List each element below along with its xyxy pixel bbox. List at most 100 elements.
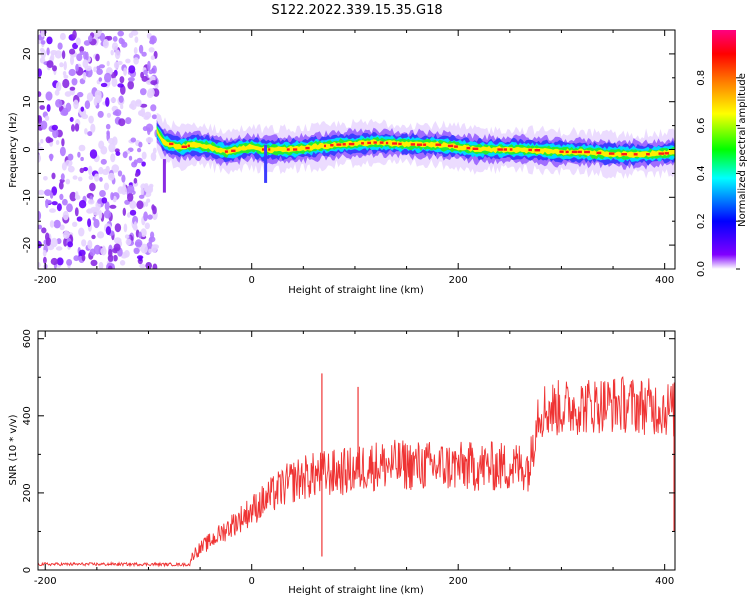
- noise-blob: [133, 177, 138, 184]
- noise-blob: [138, 256, 143, 262]
- ridge-peak: [608, 152, 615, 155]
- noise-blob: [81, 254, 86, 262]
- noise-blob: [62, 78, 70, 89]
- ridge-peak: [503, 148, 507, 151]
- noise-blob: [140, 186, 144, 197]
- noise-blob: [145, 262, 152, 269]
- noise-blob: [61, 138, 65, 147]
- noise-blob: [121, 41, 128, 48]
- noise-blob: [107, 138, 115, 145]
- y-tick-label: 10: [22, 95, 33, 108]
- noise-blob: [127, 192, 134, 202]
- noise-blob: [114, 49, 121, 60]
- noise-blob: [144, 111, 152, 119]
- noise-blob: [71, 124, 75, 132]
- noise-blob: [128, 155, 133, 161]
- noise-blob: [49, 153, 53, 162]
- noise-blob: [150, 152, 157, 162]
- noise-blob: [89, 149, 98, 159]
- colorbar-label: Normalized spectral amplitude: [737, 73, 748, 227]
- noise-blob: [82, 71, 87, 81]
- noise-blob: [100, 145, 108, 155]
- noise-blob: [124, 250, 130, 258]
- noise-blob: [140, 71, 145, 79]
- noise-blob: [127, 184, 135, 194]
- noise-blob: [147, 88, 155, 97]
- spectrogram-y-label: Frequency (Hz): [8, 112, 19, 188]
- noise-blob: [88, 175, 94, 180]
- ridge-peak: [423, 143, 427, 146]
- snr-marks: [38, 373, 675, 568]
- snr-series-line: [38, 376, 675, 568]
- ridge-peak: [169, 142, 174, 146]
- noise-blob: [93, 218, 100, 229]
- noise-blob: [118, 95, 124, 103]
- noise-blob: [41, 227, 47, 234]
- noise-blob: [144, 222, 150, 230]
- noise-blob: [98, 77, 103, 82]
- noise-blob: [87, 239, 93, 250]
- noise-blob: [138, 194, 145, 199]
- noise-blob: [134, 36, 139, 43]
- noise-blob: [96, 68, 103, 75]
- noise-blob: [59, 32, 66, 41]
- noise-blob: [68, 68, 76, 77]
- noise-blob: [141, 161, 146, 167]
- noise-blob: [127, 212, 131, 218]
- noise-blob: [140, 228, 147, 238]
- noise-blob: [128, 32, 134, 38]
- snr-x-ticks: -200 0 200 400: [34, 331, 674, 587]
- noise-blob: [43, 256, 47, 264]
- noise-blob: [149, 185, 154, 193]
- noise-blob: [141, 51, 147, 57]
- noise-blob: [117, 170, 123, 177]
- noise-blob: [76, 216, 83, 222]
- noise-blob: [50, 257, 58, 266]
- noise-blob: [89, 182, 96, 192]
- noise-blob: [106, 60, 110, 67]
- noise-blob: [113, 61, 120, 69]
- noise-blob: [101, 197, 108, 204]
- noise-blob: [88, 35, 93, 42]
- ridge-peak: [435, 143, 442, 146]
- ridge-peak: [658, 152, 665, 155]
- ridge-peak: [565, 150, 569, 154]
- noise-blob: [56, 203, 62, 212]
- noise-blob: [59, 224, 65, 231]
- noise-blob: [115, 151, 121, 157]
- noise-blob: [139, 263, 146, 269]
- noise-blob: [119, 260, 126, 266]
- noise-blob: [150, 80, 158, 86]
- noise-blob: [56, 257, 64, 266]
- noise-blob: [80, 106, 85, 112]
- noise-blob: [93, 66, 97, 73]
- noise-blob: [55, 81, 62, 92]
- ridge-peak: [578, 150, 582, 154]
- ridge-peak: [571, 150, 578, 154]
- noise-blob: [147, 60, 151, 71]
- y-tick-label: 0: [22, 146, 33, 152]
- y-tick-label: 20: [22, 48, 33, 61]
- ridge-peak: [534, 149, 541, 152]
- noise-blob: [110, 192, 114, 201]
- noise-blob: [90, 123, 96, 133]
- x-tick-label: 400: [655, 275, 674, 286]
- noise-blob: [129, 200, 137, 209]
- noise-blob: [65, 102, 72, 113]
- noise-blob: [44, 115, 50, 121]
- ridge-peak: [293, 148, 298, 151]
- ridge-peak: [447, 144, 454, 148]
- noise-blob: [99, 177, 103, 182]
- noise-blob: [95, 53, 100, 62]
- noise-blob: [98, 261, 104, 269]
- ridge-peak: [454, 145, 458, 148]
- noise-blob: [78, 227, 85, 237]
- noise-blob: [84, 128, 88, 135]
- noise-blob: [154, 84, 159, 89]
- ridge-peak: [385, 141, 389, 145]
- noise-blob: [49, 220, 55, 228]
- y-tick-label: 400: [22, 406, 33, 425]
- noise-blob: [152, 88, 160, 97]
- noise-blob: [73, 99, 79, 110]
- noise-blob: [58, 181, 64, 190]
